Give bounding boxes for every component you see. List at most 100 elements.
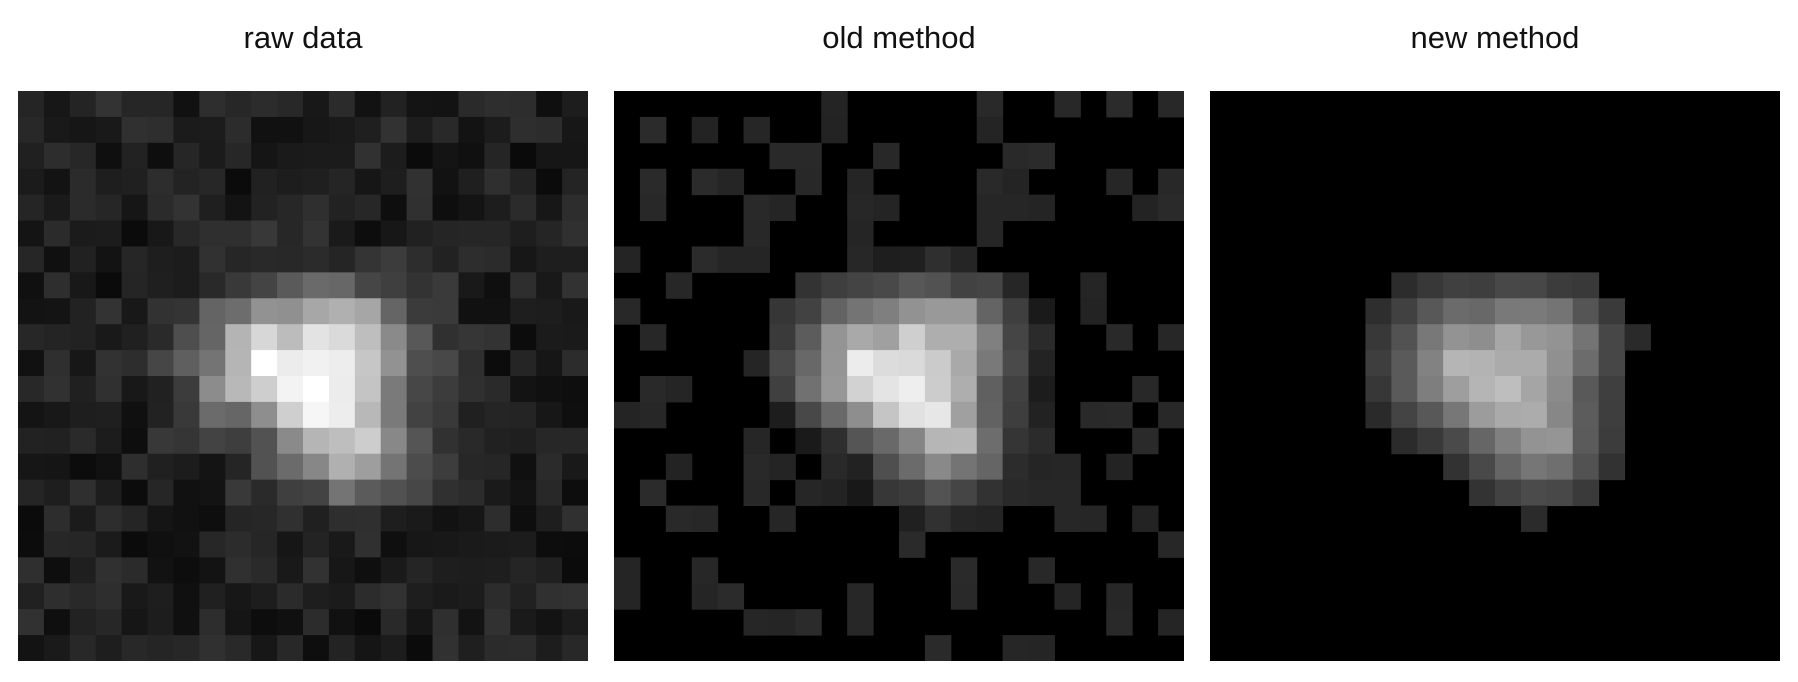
image-pixel xyxy=(277,583,304,610)
image-pixel xyxy=(510,168,537,196)
image-pixel xyxy=(380,505,408,532)
image-pixel xyxy=(95,272,123,299)
image-pixel xyxy=(1391,298,1418,325)
image-pixel xyxy=(769,350,796,377)
image-pixel xyxy=(69,505,97,532)
image-pixel xyxy=(251,324,278,351)
image-pixel xyxy=(1495,479,1522,507)
image-pixel xyxy=(43,246,71,273)
image-pixel xyxy=(899,453,926,481)
image-pixel xyxy=(225,194,252,222)
image-pixel xyxy=(458,91,485,118)
image-pixel xyxy=(950,479,978,507)
image-pixel xyxy=(510,376,537,403)
image-pixel xyxy=(147,376,174,403)
image-pixel xyxy=(1002,142,1030,170)
image-pixel xyxy=(1572,376,1600,403)
image-pixel xyxy=(847,246,874,273)
image-pixel xyxy=(251,557,278,584)
image-pixel xyxy=(354,91,382,118)
image-pixel xyxy=(173,246,200,273)
image-pixel xyxy=(199,298,226,325)
image-pixel xyxy=(251,609,278,636)
image-pixel xyxy=(303,505,330,532)
image-pixel xyxy=(1002,298,1030,325)
image-pixel xyxy=(795,272,822,299)
image-pixel xyxy=(536,194,563,222)
image-pixel xyxy=(614,298,641,325)
image-pixel xyxy=(95,194,123,222)
image-pixel xyxy=(251,272,278,299)
image-pixel xyxy=(873,401,900,429)
image-pixel xyxy=(354,220,382,247)
image-pixel xyxy=(303,609,330,636)
image-pixel xyxy=(1002,324,1030,351)
image-pixel xyxy=(406,194,434,222)
image-pixel xyxy=(251,453,278,481)
image-pixel xyxy=(69,479,97,507)
image-pixel xyxy=(432,246,459,273)
image-pixel xyxy=(1572,324,1600,351)
image-pixel xyxy=(1132,194,1159,222)
image-pixel xyxy=(821,324,848,351)
image-pixel xyxy=(303,376,330,403)
image-pixel xyxy=(18,194,45,222)
image-pixel xyxy=(1572,453,1600,481)
image-pixel xyxy=(691,116,719,144)
image-pixel xyxy=(303,324,330,351)
image-pixel xyxy=(510,557,537,584)
image-pixel xyxy=(95,557,123,584)
image-pixel xyxy=(614,246,641,273)
image-pixel xyxy=(743,609,770,636)
image-pixel xyxy=(1598,453,1626,481)
image-pixel xyxy=(484,635,511,661)
image-pixel xyxy=(950,298,978,325)
image-pixel xyxy=(899,376,926,403)
image-pixel xyxy=(121,142,149,170)
panel-title-old-method: old method xyxy=(822,20,976,55)
image-pixel xyxy=(795,350,822,377)
image-pixel xyxy=(432,453,459,481)
image-pixel xyxy=(1028,401,1055,429)
image-pixel xyxy=(18,479,45,507)
image-pixel xyxy=(1469,479,1496,507)
image-pixel xyxy=(976,194,1004,222)
image-pixel xyxy=(328,272,356,299)
image-pixel xyxy=(147,479,174,507)
image-pixel xyxy=(899,479,926,507)
image-pixel xyxy=(821,116,848,144)
image-pixel xyxy=(43,479,71,507)
image-pixel xyxy=(1546,401,1574,429)
image-pixel xyxy=(1443,272,1470,299)
image-pixel xyxy=(432,350,459,377)
image-pixel xyxy=(69,350,97,377)
image-pixel xyxy=(458,401,485,429)
image-pixel xyxy=(225,350,252,377)
image-pixel xyxy=(873,142,900,170)
image-pixel xyxy=(899,350,926,377)
image-pixel xyxy=(536,91,563,118)
image-pixel xyxy=(303,350,330,377)
image-pixel xyxy=(121,557,149,584)
image-pixel xyxy=(1572,298,1600,325)
image-pixel xyxy=(1469,453,1496,481)
image-pixel xyxy=(950,453,978,481)
image-pixel xyxy=(484,427,511,455)
image-pixel xyxy=(43,427,71,455)
image-pixel xyxy=(950,376,978,403)
image-pixel xyxy=(821,453,848,481)
image-pixel xyxy=(1365,350,1392,377)
image-pixel xyxy=(18,246,45,273)
image-pixel xyxy=(510,220,537,247)
image-pixel xyxy=(354,583,382,610)
image-pixel xyxy=(950,401,978,429)
image-pixel xyxy=(536,453,563,481)
image-pixel xyxy=(18,505,45,532)
image-pixel xyxy=(510,505,537,532)
image-pixel xyxy=(1028,479,1055,507)
image-pixel xyxy=(147,91,174,118)
image-pixel xyxy=(43,531,71,558)
image-pixel xyxy=(795,298,822,325)
image-pixel xyxy=(121,324,149,351)
image-pixel xyxy=(69,583,97,610)
